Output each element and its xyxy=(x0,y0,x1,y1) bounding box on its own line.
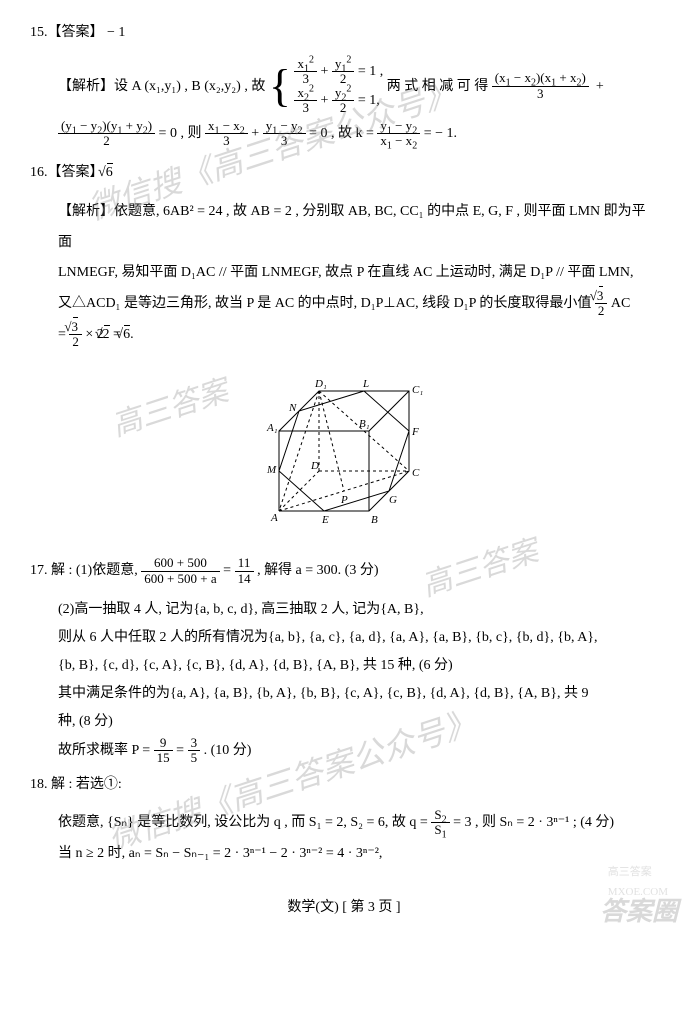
text: 故所求概率 P = xyxy=(58,743,154,758)
question-18: 18. 解 : 若选①: xyxy=(30,772,658,799)
label-E: E xyxy=(321,514,329,526)
q16-answer: 6 xyxy=(107,163,113,180)
text: = xyxy=(176,743,187,758)
q15-text1: A (x₁,y₁) , B (x₂,y₂) , 故 xyxy=(132,78,269,93)
fraction: y1 − y2x1 − x2 xyxy=(377,119,420,149)
fraction: 32 xyxy=(69,320,82,350)
q17-text1: , 解得 a = 300. (3 分) xyxy=(257,563,378,578)
label-C1: C₁ xyxy=(412,384,423,396)
text: = 0 , 则 xyxy=(159,126,205,141)
cube-svg: A B C D A₁ B₁ C₁ D₁ E F G L M N P xyxy=(249,361,439,531)
question-15: 15.【答案】 − 1 xyxy=(30,20,658,47)
label-M: M xyxy=(266,464,277,476)
fraction: (y1 − y2)(y1 + y2)2 xyxy=(58,119,155,149)
q17-p2e: 种, (8 分) xyxy=(58,708,658,736)
text: . xyxy=(130,327,134,342)
q17-p2a: (2)高一抽取 4 人, 记为{a, b, c, d}, 高三抽取 2 人, 记… xyxy=(58,596,658,624)
q18-label: 18. 解 : 若选①: xyxy=(30,777,122,792)
text: = 3 , 则 Sₙ = 2 · 3ⁿ⁻¹ ; (4 分) xyxy=(453,815,614,830)
q18-body: 依题意, {Sₙ} 是等比数列, 设公比为 q , 而 S₁ = 2, S₂ =… xyxy=(30,808,658,870)
q16-explain: 【解析】依题意, 6AB² = 24 , 故 AB = 2 , 分别取 AB, … xyxy=(30,197,658,351)
fraction: (x1 − x2)(x1 + x2)3 xyxy=(492,71,589,101)
q17-part2: (2)高一抽取 4 人, 记为{a, b, c, d}, 高三抽取 2 人, 记… xyxy=(30,596,658,766)
q16-label: 16.【答案】 xyxy=(30,165,104,180)
q17-label: 17. 解 : (1)依题意, xyxy=(30,563,141,578)
q17-p2c: {b, B}, {c, d}, {c, A}, {c, B}, {d, A}, … xyxy=(58,652,658,680)
q16-line1: 【解析】依题意, 6AB² = 24 , 故 AB = 2 , 分别取 AB, … xyxy=(58,197,658,259)
label-A1: A₁ xyxy=(266,422,278,434)
fraction: 32 xyxy=(595,289,608,319)
q17-p2b: 则从 6 人中任取 2 人的所有情况为{a, b}, {a, c}, {a, d… xyxy=(58,624,658,652)
fraction: 915 xyxy=(154,736,173,766)
q16-line2: LNMEGF, 易知平面 D₁AC // 平面 LNMEGF, 故点 P 在直线… xyxy=(58,258,658,289)
watermark-url-text: MXOE.COM xyxy=(608,886,668,898)
fraction: y1 − y23 xyxy=(263,119,306,149)
q17-p2f: 故所求概率 P = 915 = 35 . (10 分) xyxy=(58,736,658,766)
label-N: N xyxy=(288,402,297,414)
text: = xyxy=(223,563,234,578)
fraction: 1114 xyxy=(235,556,254,586)
fraction: x1 − x23 xyxy=(205,119,248,149)
label-C: C xyxy=(412,467,420,479)
label-P: P xyxy=(340,494,348,506)
text: 又△ACD₁ 是等边三角形, 故当 P 是 AC 的中点时, D₁P⊥AC, 线… xyxy=(58,296,591,311)
fraction: 35 xyxy=(188,736,201,766)
text: = − 1. xyxy=(424,126,457,141)
q15-explain: 【解析】设 A (x₁,y₁) , B (x₂,y₂) , 故 { x123 +… xyxy=(30,57,658,153)
fraction: S2S1 xyxy=(431,808,449,838)
label-B1: B₁ xyxy=(359,418,370,430)
text: AC xyxy=(611,296,630,311)
equation-system: x123 + y122 = 1 , x223 + y222 = 1, xyxy=(294,57,383,116)
q18-line2: 当 n ≥ 2 时, aₙ = Sₙ − Sₙ₋₁ = 2 · 3ⁿ⁻¹ − 2… xyxy=(58,839,658,870)
text: 依题意, {Sₙ} 是等比数列, 设公比为 q , 而 S₁ = 2, S₂ =… xyxy=(58,815,431,830)
text: = 0 , 故 k = xyxy=(309,126,377,141)
label-A: A xyxy=(270,512,278,524)
q18-line1: 依题意, {Sₙ} 是等比数列, 设公比为 q , 而 S₁ = 2, S₂ =… xyxy=(58,808,658,839)
label-D: D xyxy=(310,460,319,472)
watermark-sub: 高三答案 xyxy=(608,866,652,878)
page-footer: 数学(文) [ 第 3 页 ] xyxy=(30,895,658,922)
text: . (10 分) xyxy=(204,743,252,758)
q17-p2d: 其中满足条件的为{a, A}, {a, B}, {b, A}, {b, B}, … xyxy=(58,680,658,708)
label-G: G xyxy=(389,494,397,506)
fraction: 600 + 500600 + 500 + a xyxy=(141,556,219,586)
label-B: B xyxy=(371,514,378,526)
q15-text2: 两 式 相 减 可 得 xyxy=(387,78,492,93)
q16-line3: 又△ACD₁ 是等边三角形, 故当 P 是 AC 的中点时, D₁P⊥AC, 线… xyxy=(58,289,658,320)
label-F: F xyxy=(411,426,419,438)
watermark-url: 高三答案 MXOE.COM xyxy=(608,862,668,904)
label-L: L xyxy=(362,378,369,390)
q15-answer: − 1 xyxy=(107,25,125,40)
brace-icon: { xyxy=(269,63,291,109)
q15-label: 15.【答案】 xyxy=(30,25,104,40)
question-16: 16.【答案】 6 xyxy=(30,160,658,187)
q15-explain-label: 【解析】设 xyxy=(58,78,128,93)
question-17: 17. 解 : (1)依题意, 600 + 500600 + 500 + a =… xyxy=(30,556,658,586)
label-D1: D₁ xyxy=(314,378,327,390)
q16-line4: = 32 × 22 = 6. xyxy=(58,320,658,351)
cube-diagram: A B C D A₁ B₁ C₁ D₁ E F G L M N P xyxy=(30,361,658,542)
